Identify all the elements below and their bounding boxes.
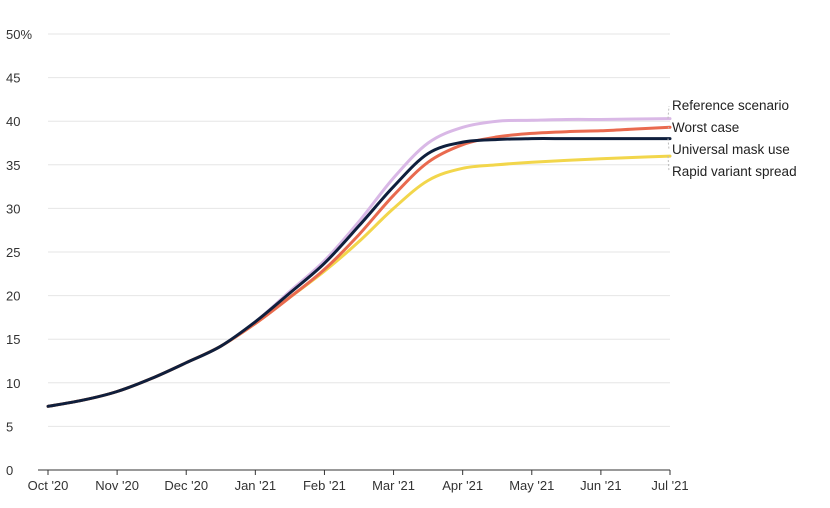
x-axis: Oct '20 Nov '20 Dec '20 Jan '21 Feb '21 Mar '…: [28, 469, 689, 493]
x-tick-label-jun-21: Jun '21: [580, 478, 622, 493]
leader-line-worst-case: [667, 126, 670, 129]
y-tick-label-0: 0: [6, 463, 13, 478]
leader-line-reference-scenario: [667, 105, 670, 119]
series-line-reference-scenario: [46, 117, 672, 408]
y-tick-label-20: 20: [6, 289, 20, 304]
y-tick-label-25: 25: [6, 245, 20, 260]
series-label-worst-case: Worst case: [672, 120, 739, 135]
y-tick-label-40: 40: [6, 114, 20, 129]
series-label-rapid-variant-spread: Rapid variant spread: [672, 164, 797, 179]
y-tick-label-45: 45: [6, 71, 20, 86]
x-tick-label-nov-20: Nov '20: [95, 478, 139, 493]
series-lines: [46, 117, 672, 408]
series-line-universal-mask-use: [46, 137, 672, 408]
x-tick-label-apr-21: Apr '21: [442, 478, 483, 493]
x-tick-label-feb-21: Feb '21: [303, 478, 346, 493]
y-tick-label-5: 5: [6, 419, 13, 434]
gridlines: [48, 33, 670, 427]
x-tick-label-jan-21: Jan '21: [235, 478, 277, 493]
series-line-worst-case: [46, 125, 672, 408]
x-tick-label-may-21: May '21: [509, 478, 554, 493]
series-line-rapid-variant-spread: [46, 154, 672, 408]
y-tick-label-30: 30: [6, 201, 20, 216]
y-axis-tick-labels: 0 5 10 15 20 25 30 35 40 45 50%: [6, 27, 32, 478]
series-label-universal-mask-use: Universal mask use: [672, 142, 790, 157]
series-labels: Reference scenario Worst case Universal ma…: [667, 98, 797, 179]
x-tick-label-jul-21: Jul '21: [651, 478, 688, 493]
y-tick-label-50: 50%: [6, 27, 32, 42]
x-tick-label-oct-20: Oct '20: [28, 478, 69, 493]
y-tick-label-10: 10: [6, 376, 20, 391]
leader-line-universal-mask-use: [667, 138, 670, 151]
x-tick-label-dec-20: Dec '20: [164, 478, 208, 493]
y-tick-label-15: 15: [6, 332, 20, 347]
x-tick-label-mar-21: Mar '21: [372, 478, 415, 493]
leader-line-rapid-variant-spread: [667, 156, 670, 173]
y-tick-label-35: 35: [6, 158, 20, 173]
series-label-reference-scenario: Reference scenario: [672, 98, 789, 113]
